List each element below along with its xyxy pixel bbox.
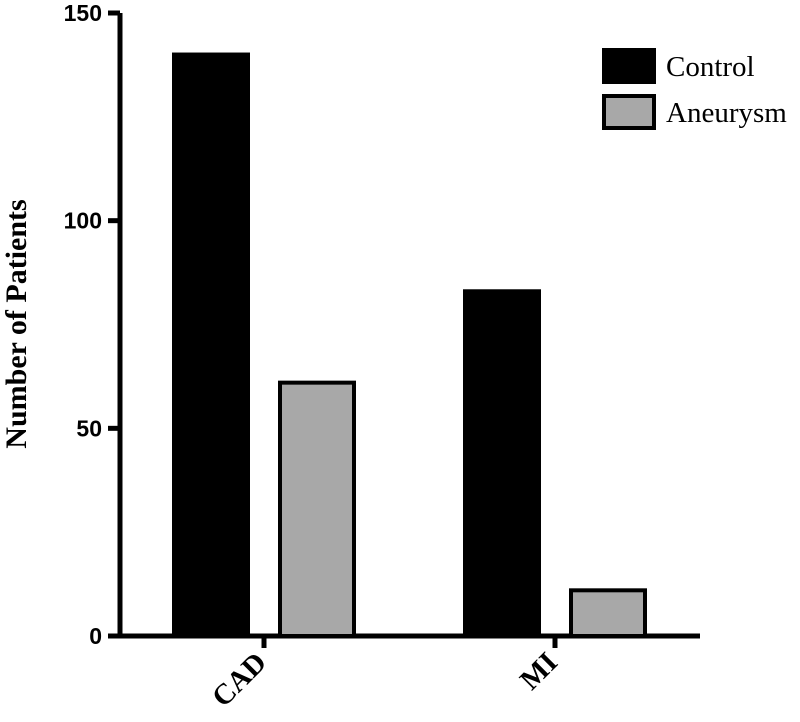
y-tick-label: 100 — [64, 208, 102, 234]
bar-control-mi — [463, 289, 541, 638]
legend-swatch-control — [602, 48, 656, 84]
y-tick-label: 150 — [64, 0, 102, 26]
x-category-label: MI — [514, 646, 564, 696]
y-tick-label: 50 — [76, 415, 102, 441]
bars — [172, 52, 647, 639]
y-axis-title: Number of Patients — [0, 199, 33, 448]
bar-control-cad — [172, 52, 250, 639]
bar-aneurysm-mi — [569, 588, 647, 639]
legend-label-control: Control — [666, 51, 755, 83]
legend-label-aneurysm: Aneurysm — [666, 97, 787, 129]
legend-swatch-aneurysm — [602, 94, 656, 130]
legend: Control Aneurysm — [602, 48, 787, 130]
x-category-label: CAD — [206, 646, 273, 713]
x-categories: CAD MI — [206, 636, 564, 713]
bar-aneurysm-cad — [278, 380, 356, 638]
y-tick-label: 0 — [89, 623, 102, 649]
y-ticks: 0 50 100 150 — [64, 0, 120, 649]
